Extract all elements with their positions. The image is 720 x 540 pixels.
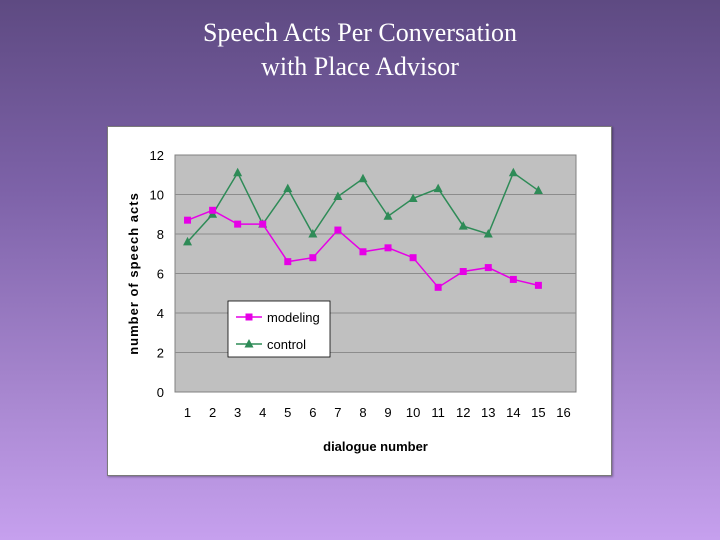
x-tick-label: 13 [481, 405, 495, 420]
control-point [283, 183, 293, 193]
control-point [508, 167, 518, 177]
control-point [333, 191, 343, 200]
control-point [233, 167, 243, 177]
y-tick-label: 10 [150, 188, 164, 203]
y-tick-label: 2 [157, 346, 164, 361]
control-point [308, 229, 318, 238]
modeling-point [359, 248, 367, 256]
y-tick-label: 0 [157, 385, 164, 400]
slide-title-line-2: with Place Advisor [261, 52, 459, 81]
control-point [483, 229, 493, 238]
control-point [383, 211, 393, 220]
modeling-point [284, 258, 292, 266]
x-tick-label: 7 [334, 405, 341, 420]
series-modeling [184, 206, 542, 291]
legend-box [227, 300, 331, 358]
control-point [183, 236, 193, 246]
y-tick-label: 6 [157, 267, 164, 282]
legend-item-control: control [236, 337, 306, 352]
control-point [458, 221, 468, 230]
x-tick-label: 5 [284, 405, 291, 420]
x-tick-label: 15 [531, 405, 545, 420]
x-tick-label: 4 [259, 405, 266, 420]
x-tick-label: 10 [406, 405, 420, 420]
modeling-point [234, 220, 242, 228]
series-layer [183, 167, 543, 291]
legend-label-control: control [267, 337, 306, 352]
x-axis-label: dialogue number [323, 439, 428, 454]
modeling-point [209, 206, 217, 214]
modeling-point [509, 275, 517, 283]
modeling-point [309, 254, 317, 262]
y-tick-label: 4 [157, 306, 164, 321]
slide-title: Speech Acts Per Conversation with Place … [0, 16, 720, 84]
legend-label-modeling: modeling [267, 310, 320, 325]
legend-marker-modeling [245, 313, 253, 321]
modeling-point [384, 244, 392, 252]
control-point [433, 183, 443, 193]
chart-frame: 0 2 4 6 8 10 12 1 2 3 4 5 6 7 8 9 10 11 12 13 14 15 16 number… [107, 126, 612, 476]
modeling-point [184, 216, 192, 224]
modeling-point [259, 220, 267, 228]
control-point [533, 185, 543, 195]
modeling-point [534, 281, 542, 289]
modeling-point [409, 254, 417, 262]
x-tick-label: 1 [184, 405, 191, 420]
x-tick-label: 9 [384, 405, 391, 420]
modeling-point [459, 268, 467, 276]
slide-title-line-1: Speech Acts Per Conversation [202, 18, 518, 47]
x-tick-label: 8 [359, 405, 366, 420]
modeling-point [434, 283, 442, 291]
y-axis-label: number of speech acts [126, 192, 141, 355]
control-point [408, 193, 418, 202]
x-tick-label: 2 [209, 405, 216, 420]
x-tick-label: 6 [309, 405, 316, 420]
y-tick-label: 12 [150, 148, 164, 163]
x-tick-label: 3 [234, 405, 241, 420]
y-axis-ticks: 0 2 4 6 8 10 12 [150, 148, 164, 400]
modeling-point [484, 264, 492, 272]
x-axis-ticks: 1 2 3 4 5 6 7 8 9 10 11 12 13 14 15 16 [184, 405, 571, 420]
legend-item-modeling: modeling [236, 310, 320, 325]
y-tick-label: 8 [157, 227, 164, 242]
modeling-point [334, 226, 342, 234]
x-tick-label: 12 [456, 405, 470, 420]
legend-marker-control [244, 339, 254, 348]
x-tick-label: 16 [556, 405, 570, 420]
control-point [358, 173, 368, 183]
x-tick-label: 14 [506, 405, 520, 420]
legend: modeling control [227, 300, 331, 358]
x-tick-label: 11 [431, 405, 445, 420]
